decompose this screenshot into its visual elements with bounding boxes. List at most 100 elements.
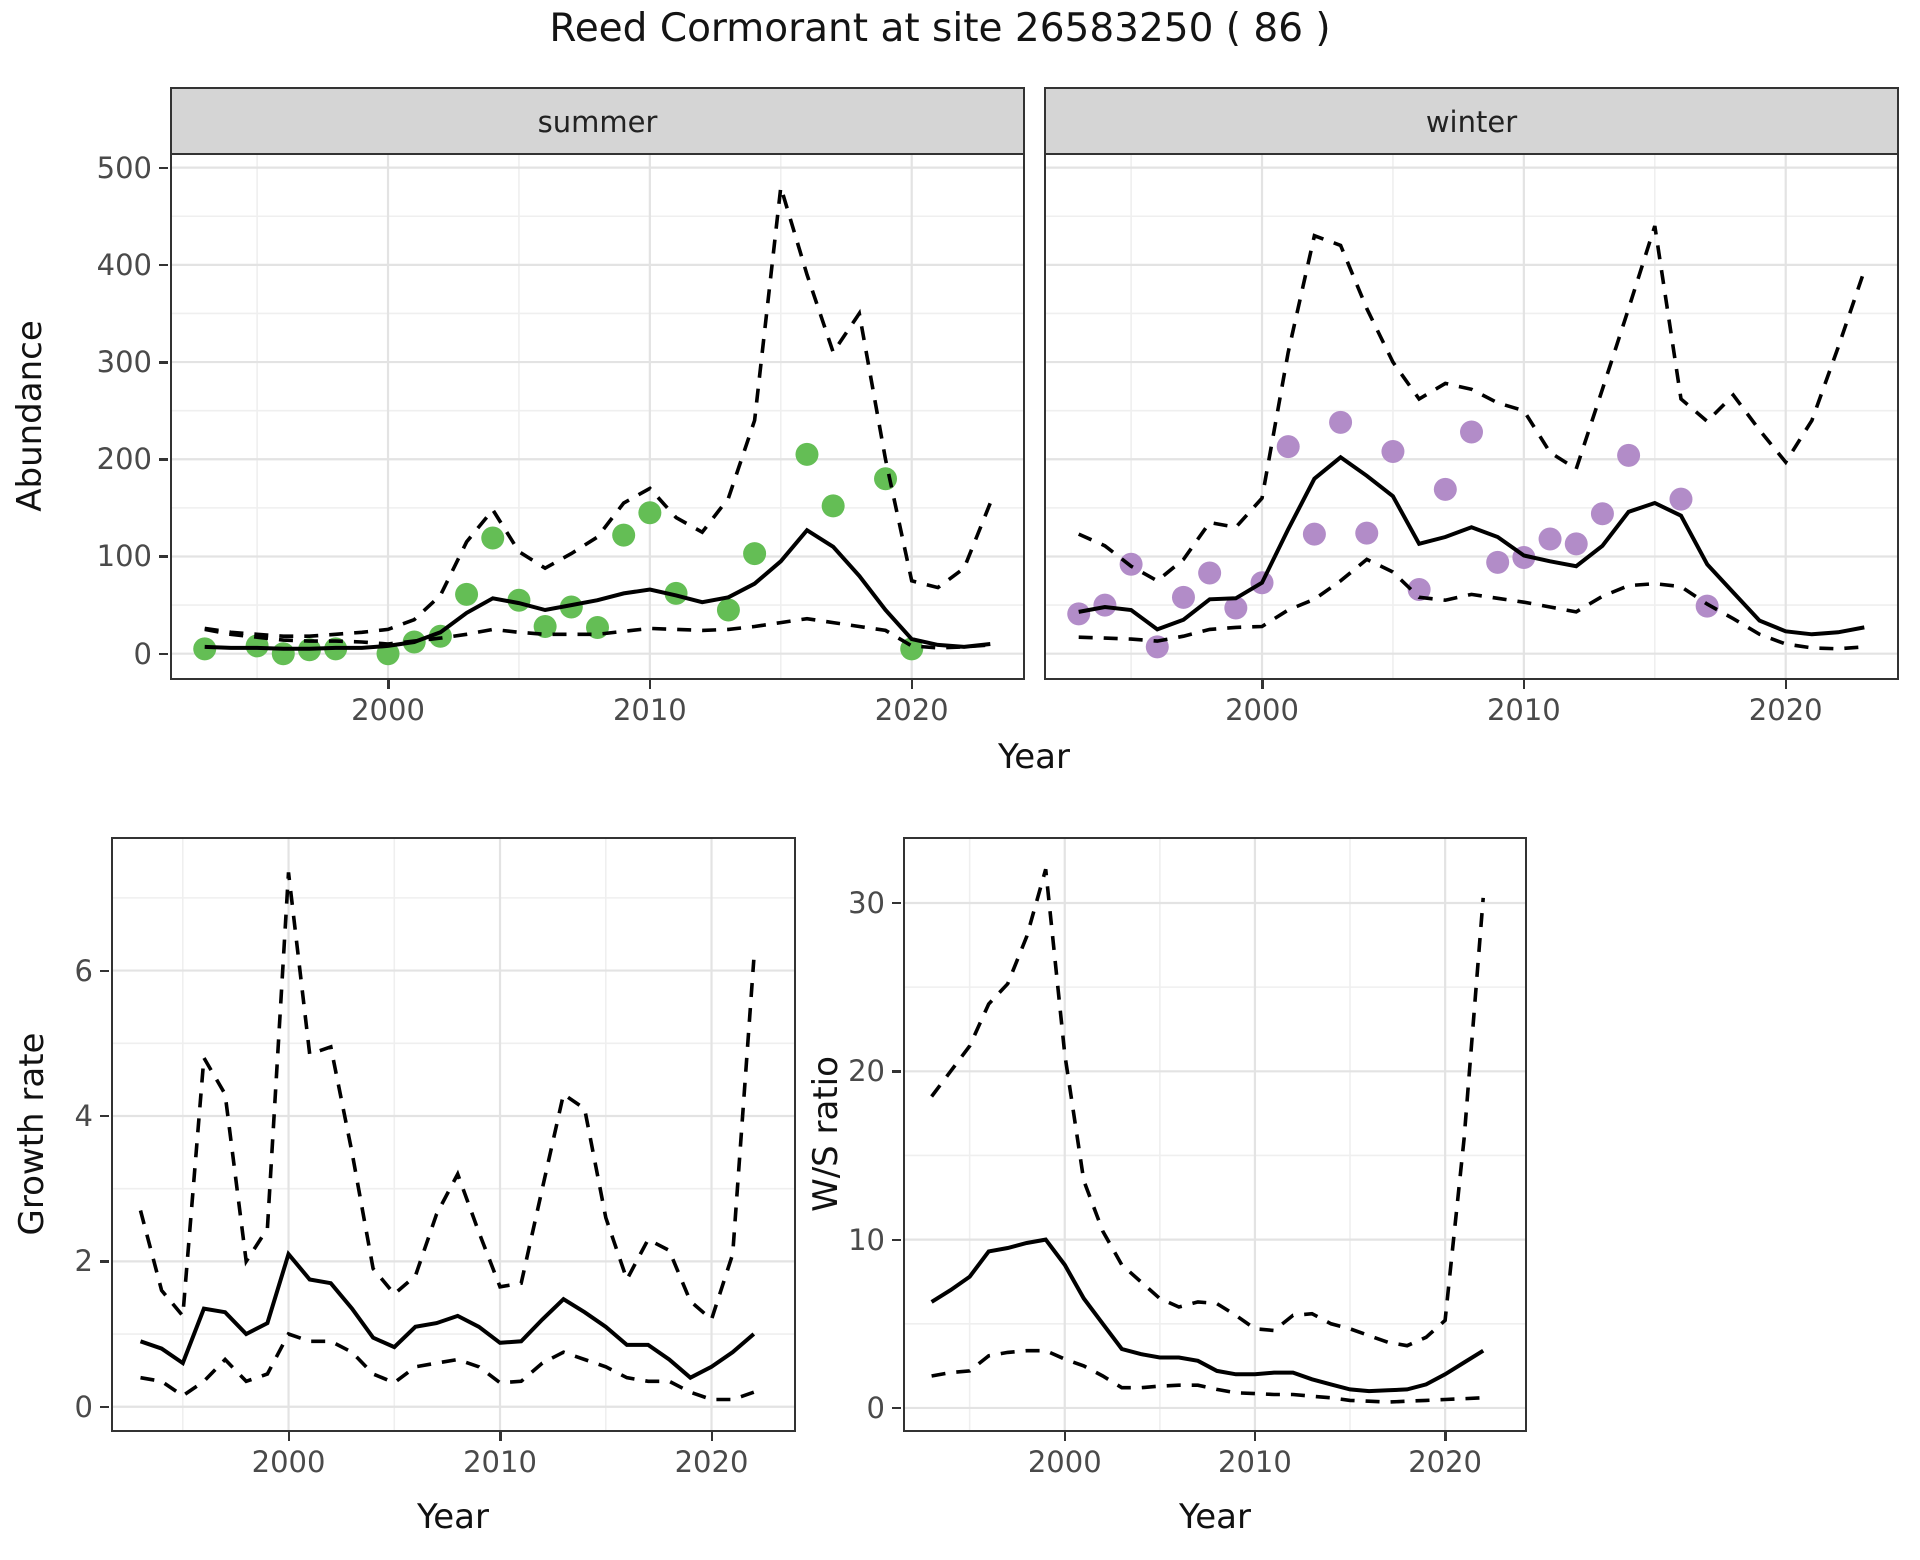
y-axis-title-ws-ratio: W/S ratio — [806, 1056, 846, 1212]
y-axis-tick — [100, 969, 109, 973]
panel-abundance-summer — [170, 153, 1025, 680]
y-tick-label: 6 — [74, 953, 93, 988]
y-axis-tick — [100, 1114, 109, 1118]
data-point-observed-counts — [1276, 435, 1300, 459]
x-axis-tick — [499, 1432, 502, 1441]
x-axis-tick — [1784, 680, 1788, 689]
y-axis-tick — [100, 1405, 109, 1409]
y-axis-tick — [159, 458, 168, 461]
y-axis-tick — [159, 263, 168, 267]
y-axis-tick — [159, 555, 168, 558]
series-line-lower_ci — [931, 1348, 1484, 1404]
plot-area-ws-ratio — [905, 839, 1525, 1430]
x-tick-label: 2020 — [1408, 1445, 1483, 1479]
series-line-fit — [1078, 454, 1865, 637]
data-point-observed-counts — [1564, 532, 1588, 556]
series-line-upper_ci — [138, 872, 756, 1323]
plot-area-abundance-winter — [1046, 155, 1897, 678]
x-tick-label: 2010 — [1218, 1445, 1292, 1479]
data-point-observed-counts — [1486, 550, 1510, 574]
chart-title: Reed Cormorant at site 26583250 ( 86 ) — [549, 6, 1331, 51]
series-line-fit — [139, 1249, 756, 1381]
y-axis-tick — [159, 166, 168, 170]
data-point-observed-counts — [455, 582, 479, 606]
y-tick-label: 100 — [96, 539, 152, 574]
series-line-fit — [204, 527, 991, 651]
y-axis-tick — [892, 1238, 901, 1242]
y-axis-tick — [100, 1260, 109, 1263]
plot-area-growth-rate — [113, 839, 794, 1430]
x-tick-label: 2000 — [1027, 1445, 1102, 1479]
x-tick-label: 2000 — [351, 693, 425, 727]
y-axis-tick — [159, 361, 168, 364]
data-point-observed-counts — [1381, 439, 1405, 463]
y-tick-label: 10 — [848, 1222, 885, 1257]
y-axis-tick — [159, 652, 168, 656]
data-point-observed-counts — [716, 598, 740, 622]
y-tick-label: 400 — [96, 247, 152, 282]
x-tick-label: 2020 — [674, 1445, 749, 1479]
x-tick-label: 2000 — [251, 1445, 326, 1479]
x-tick-label: 2020 — [874, 693, 949, 727]
x-tick-label: 2010 — [463, 1445, 537, 1479]
data-point-observed-counts — [1617, 443, 1641, 467]
x-axis-tick — [910, 680, 914, 689]
facet-strip-summer-label: summer — [537, 105, 658, 139]
y-axis-title-growth-rate: Growth rate — [12, 1032, 52, 1236]
x-axis-title-year-bottom-left: Year — [417, 1497, 489, 1537]
x-axis-tick — [648, 680, 652, 689]
facet-strip-winter: winter — [1044, 87, 1899, 157]
data-point-observed-counts — [1224, 596, 1248, 620]
data-point-observed-counts — [481, 526, 505, 550]
data-point-observed-counts — [1538, 527, 1562, 551]
y-axis-title-abundance: Abundance — [10, 320, 50, 512]
data-point-observed-counts — [874, 467, 898, 491]
series-line-fit — [930, 1237, 1485, 1394]
x-axis-tick — [710, 1432, 714, 1441]
series-line-upper_ci — [204, 186, 992, 639]
plot-area-abundance-summer — [172, 155, 1023, 678]
y-axis-tick — [892, 1406, 901, 1410]
data-point-observed-counts — [1067, 602, 1091, 626]
x-axis-tick — [1261, 680, 1264, 689]
data-point-observed-counts — [1198, 561, 1222, 585]
y-tick-label: 2 — [74, 1244, 93, 1279]
series-line-upper_ci — [930, 868, 1485, 1348]
data-point-observed-counts — [638, 501, 662, 525]
y-tick-label: 20 — [848, 1054, 885, 1089]
data-point-observed-counts — [1433, 477, 1457, 501]
x-axis-tick — [1444, 1432, 1447, 1441]
data-point-observed-counts — [1590, 502, 1614, 526]
data-point-observed-counts — [743, 542, 767, 566]
data-point-observed-counts — [1407, 578, 1431, 602]
x-axis-tick — [1522, 680, 1526, 689]
data-point-observed-counts — [1171, 585, 1195, 609]
x-axis-tick — [387, 680, 390, 689]
x-tick-label: 2010 — [612, 693, 687, 727]
facet-strip-winter-label: winter — [1425, 105, 1518, 139]
data-point-observed-counts — [1302, 522, 1326, 546]
y-axis-tick — [892, 901, 901, 905]
y-tick-label: 500 — [96, 150, 152, 185]
y-tick-label: 0 — [74, 1389, 93, 1424]
y-tick-label: 300 — [96, 345, 152, 380]
x-tick-label: 2010 — [1486, 693, 1561, 727]
panel-ws-ratio — [903, 837, 1527, 1432]
y-tick-label: 200 — [96, 442, 152, 477]
data-point-observed-counts — [821, 494, 845, 518]
y-tick-label: 30 — [848, 885, 885, 920]
data-point-observed-counts — [1355, 521, 1379, 545]
data-point-observed-counts — [1669, 487, 1693, 511]
data-point-observed-counts — [1329, 410, 1353, 434]
data-point-observed-counts — [271, 642, 295, 666]
x-axis-title-year-top: Year — [998, 737, 1070, 777]
y-axis-tick — [892, 1070, 901, 1073]
y-tick-label: 0 — [133, 636, 152, 671]
series-line-lower_ci — [1078, 557, 1865, 651]
series-line-lower_ci — [204, 616, 991, 650]
panel-abundance-winter — [1044, 153, 1899, 680]
x-axis-title-year-bottom-right: Year — [1179, 1497, 1251, 1537]
data-point-observed-counts — [795, 442, 819, 466]
facet-strip-summer: summer — [170, 87, 1025, 157]
